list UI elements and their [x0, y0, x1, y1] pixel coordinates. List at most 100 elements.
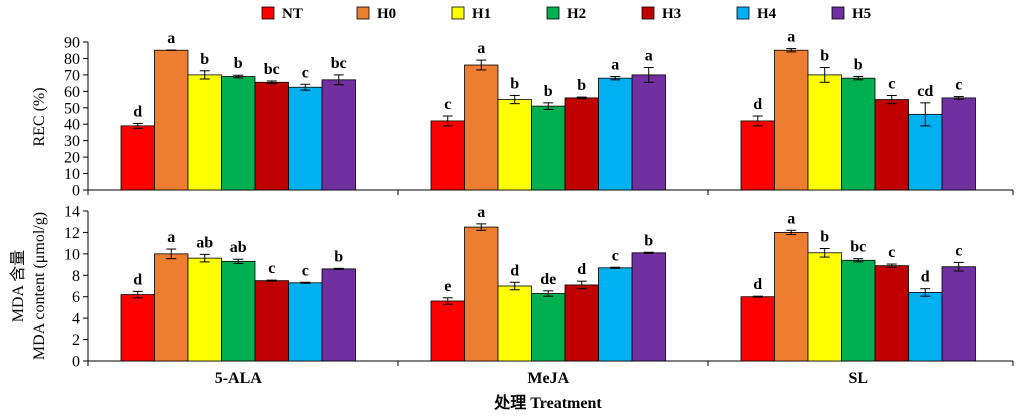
mda-bar-h3-meja — [564, 284, 599, 362]
rec-bar-h2-meja — [531, 105, 566, 191]
mda-bar-h2-sl — [841, 259, 876, 362]
mda-significance-letter: d — [577, 261, 586, 278]
mda-bar-h2-5-ala — [221, 260, 256, 362]
mda-significance-letter: a — [477, 204, 485, 221]
mda-significance-letter: d — [753, 276, 762, 293]
legend: NT H0 H1 H2 H3 H4 H5 — [261, 6, 871, 22]
rec-bar-h3-5-ala — [254, 81, 289, 191]
rec-significance-letter: c — [955, 77, 962, 94]
legend-label-nt: NT — [282, 6, 303, 22]
mda-bar-nt-meja — [430, 300, 465, 362]
rec-significance-letter: b — [234, 55, 243, 72]
mda-significance-letter: de — [540, 271, 556, 288]
rec-bar-h5-sl — [941, 97, 976, 191]
mda-bar-h1-meja — [497, 285, 532, 362]
rec-bar-nt-meja — [430, 120, 465, 191]
legend-swatch-nt — [261, 6, 275, 20]
rec-significance-letter: b — [544, 83, 553, 100]
rec-significance-letter: b — [577, 77, 586, 94]
mda-bar-h4-sl — [908, 292, 943, 362]
rec-significance-letter: a — [167, 30, 175, 47]
rec-significance-letter: a — [787, 29, 795, 46]
legend-swatch-h5 — [831, 6, 845, 20]
mda-significance-letter: e — [444, 278, 451, 295]
mda-bar-nt-5-ala — [120, 294, 155, 362]
legend-label-h4: H4 — [757, 6, 777, 22]
rec-significance-letter: a — [477, 40, 485, 57]
legend-swatch-h3 — [641, 6, 655, 20]
mda-y-tick-label: 14 — [64, 204, 80, 221]
mda-significance-letter: ab — [230, 239, 247, 256]
mda-bar-h5-meja — [631, 252, 666, 362]
mda-bar-h5-5-ala — [321, 268, 356, 362]
rec-y-tick-label: 60 — [64, 84, 80, 101]
rec-y-tick-label: 70 — [64, 67, 80, 84]
mda-y-axis-label-cn: MDA 含量 — [9, 250, 27, 322]
mda-bar-h0-meja — [464, 226, 499, 362]
rec-bar-h0-5-ala — [154, 49, 189, 191]
rec-bar-nt-sl — [740, 120, 775, 191]
legend-label-h5: H5 — [852, 6, 871, 22]
rec-bar-h1-5-ala — [187, 74, 222, 191]
rec-significance-letter: a — [645, 47, 653, 64]
mda-significance-letter: b — [644, 232, 653, 249]
mda-significance-letter: c — [302, 262, 309, 279]
mda-significance-letter: d — [510, 262, 519, 279]
mda-y-tick-label: 12 — [64, 225, 80, 242]
x-axis-label: 处理 Treatment — [493, 393, 602, 412]
rec-bar-nt-5-ala — [120, 125, 155, 191]
legend-label-h1: H1 — [472, 6, 491, 22]
rec-y-axis-label: REC (%) — [31, 87, 48, 146]
mda-significance-letter: c — [268, 260, 275, 277]
rec-y-tick-label: 30 — [64, 133, 80, 150]
mda-bar-h4-meja — [598, 267, 633, 362]
rec-y-tick-label: 40 — [64, 117, 80, 134]
rec-bar-h5-5-ala — [321, 79, 356, 191]
rec-y-tick-label: 0 — [72, 183, 80, 200]
rec-significance-letter: bc — [264, 61, 280, 78]
mda-bar-h3-5-ala — [254, 280, 289, 362]
rec-bar-h4-sl — [908, 113, 943, 191]
rec-significance-letter: d — [753, 96, 762, 113]
mda-y-tick-label: 2 — [72, 332, 80, 349]
rec-significance-letter: c — [302, 64, 309, 81]
mda-bar-nt-sl — [740, 296, 775, 362]
mda-y-axis-label: MDA content (μmol/g) — [31, 212, 48, 360]
rec-bar-h5-meja — [631, 74, 666, 191]
legend-label-h2: H2 — [567, 6, 586, 22]
rec-significance-letter: b — [510, 75, 519, 92]
mda-bar-h5-sl — [941, 266, 976, 362]
mda-significance-letter: b — [334, 248, 343, 265]
rec-y-tick-label: 80 — [64, 51, 80, 68]
mda-y-tick-label: 0 — [72, 354, 80, 371]
rec-bar-h2-5-ala — [221, 76, 256, 191]
rec-y-tick-label: 10 — [64, 166, 80, 183]
mda-significance-letter: d — [133, 271, 142, 288]
legend-swatch-h2 — [546, 6, 560, 20]
rec-y-tick-label: 20 — [64, 150, 80, 167]
mda-significance-letter: c — [612, 247, 619, 264]
rec-significance-letter: d — [133, 103, 142, 120]
rec-significance-letter: b — [854, 57, 863, 74]
rec-significance-letter: b — [200, 51, 209, 68]
legend-swatch-h4 — [736, 6, 750, 20]
rec-significance-letter: cd — [917, 83, 933, 100]
category-label-5-ala: 5-ALA — [215, 370, 263, 387]
mda-y-tick-label: 6 — [72, 289, 80, 306]
mda-y-tick-label: 8 — [72, 268, 80, 285]
rec-significance-letter: c — [888, 75, 895, 92]
legend-swatch-h0 — [356, 6, 370, 20]
rec-significance-letter: a — [611, 57, 619, 74]
mda-significance-letter: bc — [850, 239, 866, 256]
rec-bar-h0-sl — [774, 49, 809, 191]
rec-bar-h0-meja — [464, 64, 499, 191]
mda-significance-letter: ab — [196, 234, 213, 251]
rec-significance-letter: c — [444, 96, 451, 113]
mda-bar-h4-5-ala — [288, 282, 323, 362]
legend-label-h3: H3 — [662, 6, 681, 22]
rec-y-tick-label: 50 — [64, 100, 80, 117]
mda-significance-letter: c — [888, 244, 895, 261]
